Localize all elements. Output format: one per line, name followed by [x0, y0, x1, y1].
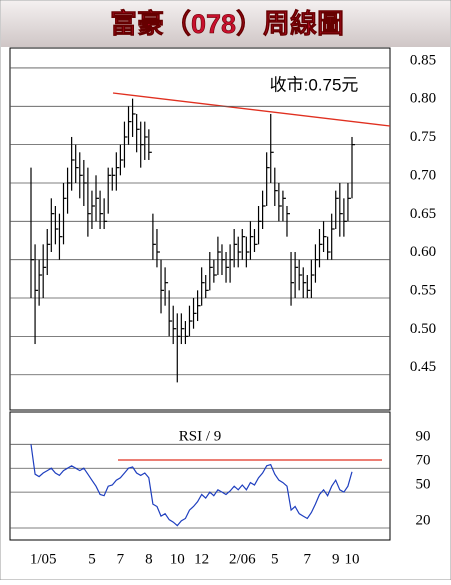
x-tick-label: 8	[145, 551, 153, 567]
y-tick-label: 50	[416, 477, 431, 493]
x-tick-label: 7	[304, 551, 312, 567]
x-tick-label: 5	[271, 551, 279, 567]
x-tick-label: 12	[194, 551, 209, 567]
y-tick-label: 0.80	[410, 91, 436, 107]
y-tick-label: 70	[416, 453, 431, 469]
y-tick-label: 0.60	[410, 244, 436, 260]
y-tick-label: 0.55	[410, 282, 436, 298]
x-tick-label: 10	[170, 551, 185, 567]
x-tick-label: 2/06	[229, 551, 256, 567]
y-tick-label: 0.45	[410, 359, 436, 375]
y-tick-label: 20	[416, 512, 431, 528]
x-tick-label: 7	[117, 551, 125, 567]
y-tick-label: 90	[416, 429, 431, 445]
price-panel	[9, 47, 391, 411]
y-tick-label: 0.50	[410, 321, 436, 337]
y-tick-label: 0.85	[410, 52, 436, 68]
rsi-line	[30, 444, 353, 527]
x-tick-label: 1/05	[30, 551, 57, 567]
y-tick-label: 0.70	[410, 167, 436, 183]
x-tick-label: 9	[332, 551, 340, 567]
y-tick-label: 0.75	[410, 129, 436, 145]
rsi-label: RSI / 9	[179, 428, 222, 444]
trend-line	[112, 92, 391, 127]
x-tick-label: 10	[345, 551, 360, 567]
x-tick-label: 5	[88, 551, 96, 567]
chart-title: 富豪（078）周線圖	[110, 8, 344, 39]
title-banner	[1, 1, 450, 47]
rsi-panel	[9, 411, 391, 541]
y-tick-label: 0.65	[410, 206, 436, 222]
annotation: 收市:0.75元	[270, 75, 359, 94]
